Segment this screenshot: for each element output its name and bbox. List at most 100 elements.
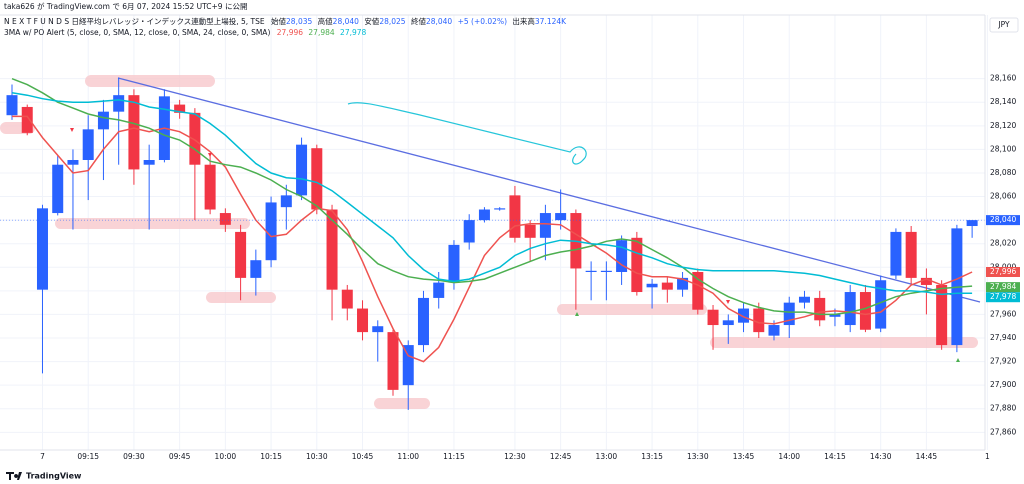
- candle-body: [875, 280, 887, 329]
- scribble: [347, 102, 587, 165]
- ohlc-label: 終値: [411, 16, 426, 26]
- candle-body: [478, 209, 490, 221]
- candle-body: [920, 277, 932, 285]
- ohlc-value: 28,040: [333, 17, 359, 26]
- candle-body: [600, 270, 612, 272]
- x-tick-label: 13:00: [596, 452, 618, 461]
- candle-body: [539, 213, 551, 238]
- ohlc-value: 28,025: [379, 17, 405, 26]
- drawings: [0, 75, 981, 409]
- currency-box[interactable]: [989, 17, 1019, 33]
- y-tick-label: 28,020: [990, 239, 1016, 248]
- y-tick-label: 27,900: [990, 380, 1016, 389]
- y-tick-label: 27,860: [990, 427, 1016, 436]
- markers: [70, 128, 960, 362]
- candle-body: [235, 231, 247, 278]
- candle-body: [692, 271, 704, 310]
- candle-body: [646, 283, 658, 288]
- alert-marker: [956, 358, 960, 362]
- candle-body: [280, 195, 292, 208]
- x-tick-label: 10:30: [306, 452, 328, 461]
- candle-body: [219, 213, 231, 225]
- x-tick-label: 11:15: [443, 452, 465, 461]
- ohlc-label: 安値: [364, 16, 379, 26]
- candle-body: [52, 164, 64, 214]
- last-price-badge: [986, 215, 1020, 226]
- candle-body: [463, 220, 475, 243]
- price-badge: [986, 292, 1020, 303]
- highlight: [710, 337, 978, 348]
- candle-body: [509, 195, 521, 238]
- candle-body: [707, 309, 719, 326]
- candle-body: [433, 282, 445, 298]
- y-tick-label: 28,160: [990, 74, 1016, 83]
- indicator-value: 27,984: [308, 28, 334, 37]
- candle-body: [905, 231, 917, 278]
- alert-marker: [575, 312, 579, 316]
- candle-body: [265, 202, 277, 261]
- candle-body: [82, 129, 94, 160]
- candle-body: [966, 220, 978, 227]
- price-badge: [986, 282, 1020, 293]
- candle-body: [722, 320, 734, 326]
- candle-body: [296, 144, 308, 196]
- x-tick-label: 7: [40, 452, 45, 461]
- x-tick-label: 10:45: [352, 452, 374, 461]
- candle-body: [738, 308, 750, 323]
- y-tick-label: 27,960: [990, 309, 1016, 318]
- x-tick-label: 14:30: [870, 452, 892, 461]
- y-tick-label: 27,880: [990, 404, 1016, 413]
- ohlc-label: 高値: [318, 16, 333, 26]
- candle-body: [798, 296, 810, 303]
- price-badge-label: 27,996: [990, 267, 1016, 276]
- candle-body: [36, 208, 48, 290]
- candle-body: [21, 106, 33, 133]
- alert-marker: [208, 153, 212, 157]
- y-tick-label: 28,000: [990, 262, 1016, 271]
- candle-body: [890, 231, 902, 276]
- candle-body: [311, 148, 323, 210]
- grid: [0, 15, 988, 450]
- indicator: 3MA w/ PO Alert (5, close, 0, SMA, 12, c…: [4, 28, 270, 37]
- candle-body: [631, 237, 643, 293]
- ohlc-label: 始値: [271, 16, 286, 26]
- x-tick-label: 13:45: [733, 452, 755, 461]
- highlight: [557, 304, 707, 315]
- currency[interactable]: JPY: [997, 20, 1010, 29]
- x-tick-label: 09:45: [169, 452, 191, 461]
- candle-body: [524, 224, 536, 238]
- candle-body: [204, 164, 216, 210]
- y-tick-label: 27,940: [990, 333, 1016, 342]
- highlight: [55, 218, 250, 229]
- indicator-legend: 3MA w/ PO Alert (5, close, 0, SMA, 12, c…: [4, 28, 367, 37]
- candle-body: [387, 332, 399, 390]
- candle-body: [326, 209, 338, 290]
- candle-body: [250, 260, 262, 278]
- candle-body: [936, 284, 948, 346]
- candle-body: [143, 160, 155, 165]
- candle-body: [402, 345, 414, 386]
- logo: [6, 472, 22, 480]
- indicator-value: 27,996: [277, 28, 303, 37]
- candle-body: [829, 314, 841, 317]
- candle-body: [6, 95, 18, 116]
- candle-body: [189, 112, 201, 165]
- candle-body: [555, 213, 567, 221]
- candle-body: [585, 270, 597, 272]
- x-tick-label: 14:15: [824, 452, 846, 461]
- candle-body: [372, 326, 384, 333]
- x-tick-label: 10:00: [215, 452, 237, 461]
- candle-body: [417, 297, 429, 346]
- candle-body: [753, 308, 765, 333]
- last-price-label: 28,040: [990, 215, 1016, 224]
- candle-body: [113, 95, 125, 112]
- x-tick-label: 12:45: [550, 452, 572, 461]
- y-tick-label: 28,100: [990, 144, 1016, 153]
- x-tick-label: 12:30: [504, 452, 526, 461]
- plot: [0, 77, 985, 410]
- x-tick-label: 14:00: [778, 452, 800, 461]
- alert-marker: [726, 300, 730, 304]
- y-tick-label: 28,120: [990, 121, 1016, 130]
- candle-body: [768, 325, 780, 336]
- candle-body: [677, 277, 689, 290]
